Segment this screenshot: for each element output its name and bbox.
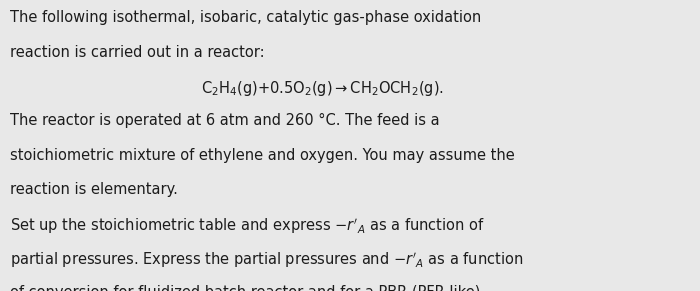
Text: C$_2$H$_4$(g)+0.5O$_2$(g)$\rightarrow$CH$_2$OCH$_2$(g).: C$_2$H$_4$(g)+0.5O$_2$(g)$\rightarrow$CH…: [200, 79, 444, 98]
Text: The following isothermal, isobaric, catalytic gas-phase oxidation: The following isothermal, isobaric, cata…: [10, 10, 482, 25]
Text: reaction is elementary.: reaction is elementary.: [10, 182, 178, 197]
Text: of conversion for fluidized batch reactor and for a PBR (PFR like).: of conversion for fluidized batch reacto…: [10, 285, 486, 291]
Text: Set up the stoichiometric table and express $-r'_A$ as a function of: Set up the stoichiometric table and expr…: [10, 216, 485, 236]
Text: partial pressures. Express the partial pressures and $-r'_A$ as a function: partial pressures. Express the partial p…: [10, 251, 524, 270]
Text: stoichiometric mixture of ethylene and oxygen. You may assume the: stoichiometric mixture of ethylene and o…: [10, 148, 515, 163]
Text: reaction is carried out in a reactor:: reaction is carried out in a reactor:: [10, 45, 265, 60]
Text: The reactor is operated at 6 atm and 260 °C. The feed is a: The reactor is operated at 6 atm and 260…: [10, 113, 440, 128]
